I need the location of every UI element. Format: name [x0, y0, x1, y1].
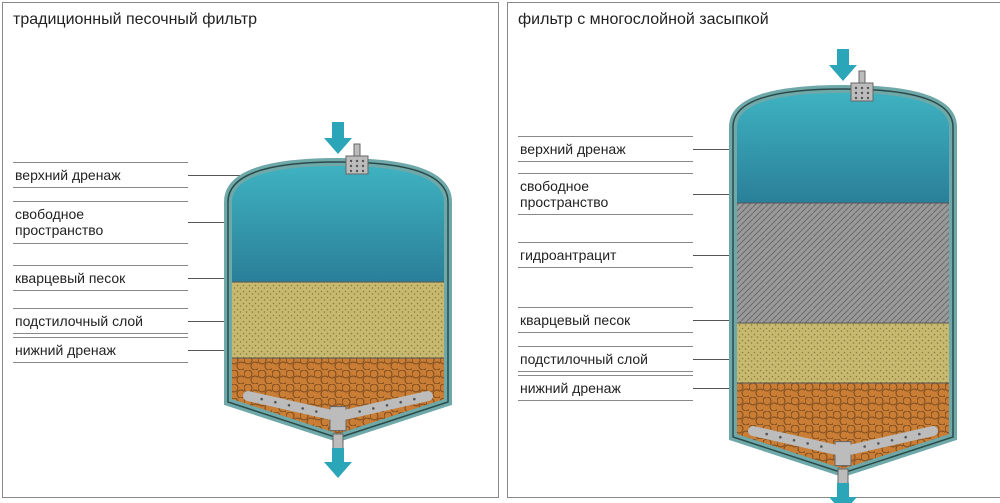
diagram-column	[693, 33, 993, 503]
layer-sand	[731, 323, 955, 383]
filter-tank	[693, 33, 993, 503]
layer-sand	[226, 282, 450, 358]
label-text: нижний дренаж	[520, 380, 621, 396]
layer-label: свободное пространство	[13, 201, 188, 243]
panel-traditional: традиционный песочный фильтр верхний дре…	[2, 2, 499, 498]
layer-label: кварцевый песок	[518, 307, 693, 333]
label-text: нижний дренаж	[15, 342, 116, 358]
label-text: верхний дренаж	[520, 141, 626, 157]
layer-label: гидроантрацит	[518, 242, 693, 268]
outlet-arrow-icon	[829, 483, 857, 503]
layer-label: подстилочный слой	[13, 308, 188, 334]
layer-label: нижний дренаж	[518, 375, 693, 401]
layer-label: кварцевый песок	[13, 265, 188, 291]
labels-column: верхний дренаж свободное пространство квар…	[13, 162, 188, 362]
label-text: подстилочный слой	[15, 313, 143, 329]
label-text: свободное пространство	[15, 206, 103, 238]
inlet-arrow-icon	[829, 49, 857, 81]
label-text: свободное пространство	[520, 178, 608, 210]
diagram-column	[188, 62, 488, 462]
panel-title: традиционный песочный фильтр	[13, 11, 488, 29]
layer-label: нижний дренаж	[13, 337, 188, 363]
panel-content: верхний дренаж свободное пространство квар…	[13, 33, 488, 491]
outlet-arrow-icon	[324, 448, 352, 478]
layer-label: верхний дренаж	[13, 162, 188, 188]
layer-anthracite	[731, 203, 955, 323]
layer-freespace	[226, 162, 450, 282]
label-text: кварцевый песок	[15, 270, 125, 286]
labels-column: верхний дренаж свободное пространство гидр…	[518, 136, 693, 401]
label-text: гидроантрацит	[520, 247, 616, 263]
label-text: верхний дренаж	[15, 167, 121, 183]
panel-content: верхний дренаж свободное пространство гидр…	[518, 33, 993, 503]
filter-tank	[188, 62, 488, 462]
panel-title: фильтр с многослойной засыпкой	[518, 11, 993, 29]
label-text: подстилочный слой	[520, 351, 648, 367]
panel-multilayer: фильтр с многослойной засыпкой верхний д…	[507, 2, 1000, 498]
layer-label: подстилочный слой	[518, 346, 693, 372]
layer-label: верхний дренаж	[518, 136, 693, 162]
inlet-arrow-icon	[324, 122, 352, 154]
layer-label: свободное пространство	[518, 173, 693, 215]
layer-freespace	[731, 89, 955, 203]
label-text: кварцевый песок	[520, 312, 630, 328]
